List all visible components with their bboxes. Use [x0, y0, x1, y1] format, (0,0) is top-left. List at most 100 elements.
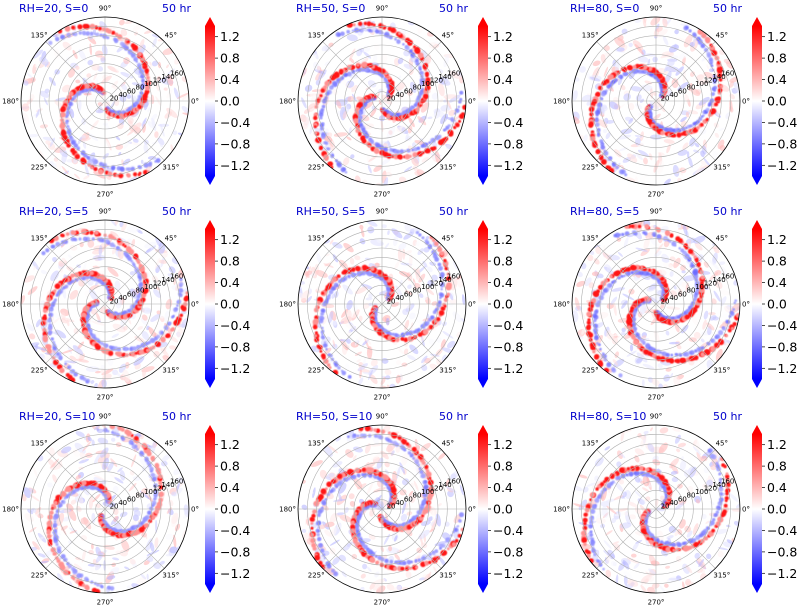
field-speckle: [581, 94, 592, 102]
band-cell-positive: [632, 65, 637, 69]
field-speckle: [363, 45, 371, 52]
band-cell-negative: [708, 101, 713, 106]
radial-tick-label: 80: [136, 287, 145, 295]
band-cell-negative: [426, 321, 430, 325]
field-speckle: [149, 542, 155, 552]
field-layer: [21, 17, 189, 185]
field-speckle: [342, 110, 348, 119]
field-speckle: [75, 79, 81, 84]
field-speckle: [411, 157, 419, 167]
field-speckle: [126, 94, 132, 99]
band-cell-positive: [592, 142, 598, 148]
field-speckle: [82, 142, 87, 149]
field-speckle: [112, 17, 117, 23]
field-speckle: [166, 89, 173, 99]
field-speckle: [128, 482, 137, 492]
field-speckle: [719, 145, 726, 151]
field-speckle: [90, 120, 99, 130]
band-cell-negative: [48, 306, 54, 312]
band-cell-positive: [314, 337, 320, 343]
colorbar-tick-label: 0.8: [220, 51, 240, 66]
band-cell-negative: [320, 335, 325, 340]
field-speckle: [23, 275, 35, 283]
field-speckle: [629, 344, 634, 352]
band-cell-negative: [147, 162, 152, 167]
field-speckle: [146, 555, 154, 562]
colorbar: 1.20.80.40.0−0.4−0.8−1.2: [752, 17, 797, 185]
field-speckle: [61, 165, 69, 175]
band-cell-negative: [111, 431, 114, 434]
band-cell-negative: [418, 233, 422, 237]
colorbar-tick-label: 0.8: [220, 254, 240, 269]
field-speckle: [603, 66, 609, 77]
radial-tick-label: 60: [678, 87, 687, 95]
band-cell-negative: [353, 27, 359, 33]
colorbar: 1.20.80.40.0−0.4−0.8−1.2: [205, 425, 250, 593]
field-speckle: [144, 245, 156, 254]
band-cell-positive: [145, 448, 151, 454]
band-cell-negative: [415, 58, 419, 62]
radial-tick-label: 20: [387, 94, 396, 102]
field-speckle: [687, 109, 699, 115]
band-cell-negative: [131, 261, 135, 265]
field-speckle: [55, 159, 62, 170]
field-speckle: [117, 123, 124, 130]
band-cell-negative: [179, 282, 184, 287]
colorbar-tick-label: −0.4: [220, 318, 250, 333]
band-cell-positive: [639, 265, 644, 270]
band-cell-negative: [378, 29, 383, 35]
colorbar-tick-label: 0.0: [220, 502, 240, 517]
band-cell-negative: [113, 37, 117, 42]
field-speckle: [672, 164, 680, 177]
field-speckle: [135, 491, 146, 499]
band-cell-positive: [693, 255, 697, 259]
band-cell-negative: [715, 334, 721, 340]
field-speckle: [704, 286, 709, 290]
angle-tick-label: 180°: [553, 301, 570, 309]
band-cell-positive: [150, 455, 156, 461]
colorbar-tick-label: −0.4: [493, 318, 523, 333]
band-cell-positive: [601, 159, 607, 165]
field-speckle: [35, 319, 41, 328]
band-cell-positive: [323, 358, 329, 364]
band-cell-positive: [374, 149, 380, 154]
band-cell-negative: [128, 439, 134, 445]
field-speckle: [164, 310, 170, 324]
band-cell-positive: [93, 167, 98, 172]
band-cell-positive: [588, 301, 594, 308]
field-speckle: [76, 264, 81, 268]
angle-tick-label: 180°: [2, 506, 19, 514]
band-cell-positive: [94, 230, 99, 235]
field-speckle: [112, 485, 119, 493]
field-speckle: [324, 347, 332, 354]
field-speckle: [605, 352, 613, 360]
field-speckle: [89, 284, 100, 290]
field-speckle: [61, 84, 71, 93]
field-speckle: [700, 338, 705, 343]
band-cell-negative: [338, 279, 342, 284]
band-cell-negative: [688, 29, 692, 33]
band-cell-negative: [705, 107, 710, 112]
field-speckle: [62, 231, 70, 241]
field-speckle: [69, 289, 79, 300]
band-cell-positive: [54, 283, 61, 290]
field-speckle: [22, 103, 30, 112]
angle-tick-label: 270°: [97, 599, 114, 607]
field-speckle: [366, 220, 378, 227]
field-speckle: [119, 19, 125, 26]
band-cell-negative: [365, 270, 369, 274]
field-speckle: [347, 96, 354, 102]
field-speckle: [169, 546, 178, 554]
field-speckle: [77, 99, 82, 112]
field-speckle: [46, 329, 58, 335]
field-speckle: [37, 513, 44, 519]
field-speckle: [399, 489, 407, 496]
angle-tick-label: 45°: [165, 235, 177, 243]
field-speckle: [114, 66, 119, 72]
band-cell-positive: [144, 523, 150, 528]
band-cell-negative: [332, 80, 338, 86]
field-speckle: [102, 153, 109, 160]
field-speckle: [720, 266, 728, 277]
band-cell-negative: [327, 353, 332, 357]
band-cell-positive: [368, 144, 371, 148]
